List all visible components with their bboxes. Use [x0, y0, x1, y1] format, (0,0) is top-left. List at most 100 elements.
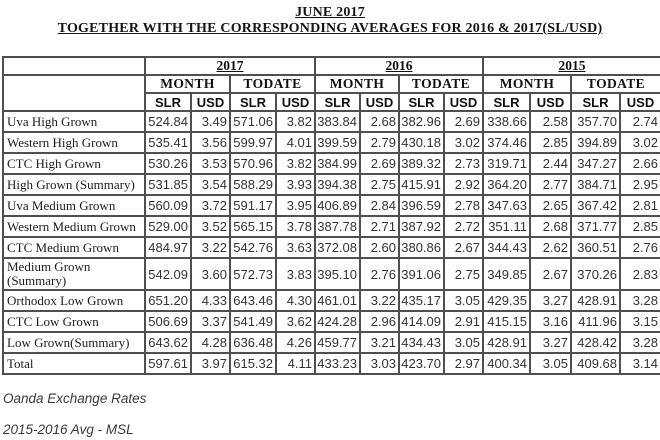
currency-header-slr: SLR: [398, 92, 445, 112]
table-cell: 4.33: [190, 289, 231, 312]
period-header-month: MONTH: [482, 74, 572, 94]
table-row: High Grown (Summary) 531.85 3.54 588.29 3.9…: [2, 173, 660, 196]
table-cell: 591.17: [229, 194, 277, 217]
currency-header-slr: SLR: [144, 92, 192, 112]
table-cell: 2.77: [529, 173, 572, 196]
table-cell: 415.91: [398, 173, 445, 196]
table-cell: 2.96: [359, 310, 400, 333]
table-cell: 484.97: [144, 236, 192, 259]
table-cell: 643.46: [229, 289, 277, 312]
row-label: Western Medium Grown: [2, 215, 146, 238]
currency-header-usd: USD: [190, 92, 231, 112]
table-row: Medium Grown (Summary) 542.09 3.60 572.73 3…: [2, 257, 660, 291]
table-cell: 3.82: [275, 152, 316, 175]
table-cell: 428.42: [570, 331, 621, 354]
row-label: Total: [2, 352, 146, 375]
table-cell: 349.85: [482, 257, 531, 291]
table-cell: 3.27: [529, 331, 572, 354]
table-cell: 428.91: [482, 331, 531, 354]
table-cell: 2.65: [529, 194, 572, 217]
table-cell: 599.97: [229, 131, 277, 154]
table-cell: 434.43: [398, 331, 445, 354]
currency-header-usd: USD: [359, 92, 400, 112]
table-cell: 423.70: [398, 352, 445, 375]
currency-header-slr: SLR: [314, 92, 361, 112]
row-label: High Grown (Summary): [2, 173, 146, 196]
table-cell: 2.44: [529, 152, 572, 175]
table-cell: 588.29: [229, 173, 277, 196]
report-title-month: JUNE 2017: [295, 5, 365, 20]
table-row: Western Medium Grown 529.00 3.52 565.15 3.7…: [2, 215, 660, 238]
table-cell: 2.81: [619, 194, 660, 217]
period-header-todate: TODATE: [398, 74, 484, 94]
footnote-avg-note: 2015-2016 Avg - MSL: [3, 422, 134, 437]
table-cell: 319.71: [482, 152, 531, 175]
table-cell: 3.28: [619, 331, 660, 354]
table-cell: 3.93: [275, 173, 316, 196]
table-cell: 4.30: [275, 289, 316, 312]
currency-header-slr: SLR: [570, 92, 621, 112]
footnote-exchange-source: Oanda Exchange Rates: [3, 391, 147, 406]
table-cell: 572.73: [229, 257, 277, 291]
table-cell: 3.22: [190, 236, 231, 259]
table-cell: 357.70: [570, 110, 621, 133]
table-cell: 531.85: [144, 173, 192, 196]
table-cell: 3.02: [443, 131, 484, 154]
table-cell: 3.62: [275, 310, 316, 333]
table-cell: 371.77: [570, 215, 621, 238]
table-cell: 2.78: [443, 194, 484, 217]
table-row: CTC Low Grown 506.69 3.37 541.49 3.62 424.28…: [2, 310, 660, 333]
row-label: CTC High Grown: [2, 152, 146, 175]
table-cell: 541.49: [229, 310, 277, 333]
row-label: Uva High Grown: [2, 110, 146, 133]
table-cell: 2.73: [443, 152, 484, 175]
table-cell: 430.18: [398, 131, 445, 154]
table-cell: 347.63: [482, 194, 531, 217]
table-row-total: Total 597.61 3.97 615.32 4.11 433.23 3.03 423.…: [2, 352, 660, 375]
table-cell: 2.76: [619, 236, 660, 259]
table-cell: 3.27: [529, 289, 572, 312]
table-cell: 3.28: [619, 289, 660, 312]
table-cell: 2.75: [443, 257, 484, 291]
table-cell: 4.01: [275, 131, 316, 154]
table-cell: 370.26: [570, 257, 621, 291]
table-cell: 597.61: [144, 352, 192, 375]
table-row: Uva Medium Grown 560.09 3.72 591.17 3.95 406…: [2, 194, 660, 217]
table-cell: 4.28: [190, 331, 231, 354]
currency-header-slr: SLR: [229, 92, 277, 112]
report-title-subtitle: TOGETHER WITH THE CORRESPONDING AVERAGES…: [57, 21, 603, 36]
row-label: Low Grown(Summary): [2, 331, 146, 354]
year-header-2015: 2015: [482, 56, 660, 76]
table-cell: 542.76: [229, 236, 277, 259]
table-cell: 391.06: [398, 257, 445, 291]
row-label: Orthodox Low Grown: [2, 289, 146, 312]
table-cell: 2.91: [443, 310, 484, 333]
table-cell: 2.95: [619, 173, 660, 196]
table-cell: 2.68: [529, 215, 572, 238]
table-cell: 2.75: [359, 173, 400, 196]
table-cell: 3.53: [190, 152, 231, 175]
table-row: Western High Grown 535.41 3.56 599.97 4.01 3…: [2, 131, 660, 154]
table-cell: 4.26: [275, 331, 316, 354]
table-cell: 414.09: [398, 310, 445, 333]
table-cell: 429.35: [482, 289, 531, 312]
table-cell: 3.16: [529, 310, 572, 333]
period-header-todate: TODATE: [570, 74, 660, 94]
table-cell: 364.20: [482, 173, 531, 196]
table-cell: 2.74: [619, 110, 660, 133]
table-cell: 3.21: [359, 331, 400, 354]
table-cell: 351.11: [482, 215, 531, 238]
table-cell: 459.77: [314, 331, 361, 354]
table-cell: 542.09: [144, 257, 192, 291]
table-cell: 2.84: [359, 194, 400, 217]
table-cell: 529.00: [144, 215, 192, 238]
currency-header-usd: USD: [529, 92, 572, 112]
table-cell: 3.72: [190, 194, 231, 217]
table-cell: 3.05: [529, 352, 572, 375]
row-label: CTC Medium Grown: [2, 236, 146, 259]
period-header-todate: TODATE: [229, 74, 316, 94]
table-cell: 3.22: [359, 289, 400, 312]
table-cell: 3.02: [619, 131, 660, 154]
table-cell: 3.54: [190, 173, 231, 196]
